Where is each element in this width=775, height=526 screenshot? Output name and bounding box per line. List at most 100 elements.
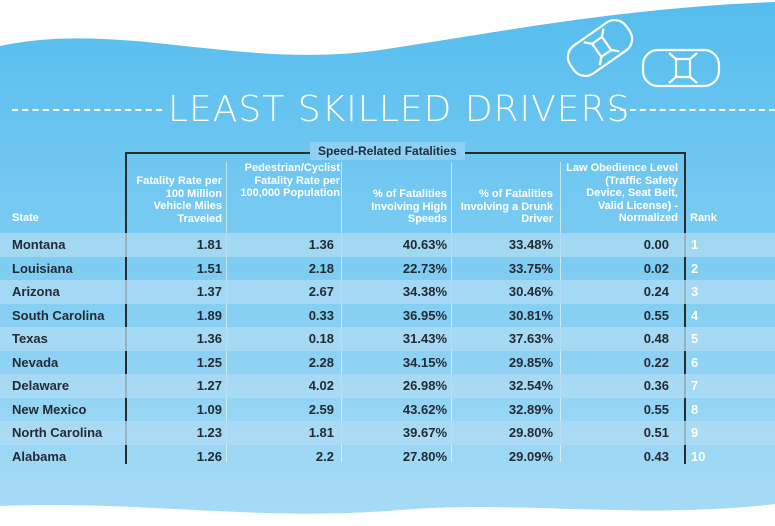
table-row: North Carolina 1.23 1.81 39.67% 29.80% 0… <box>0 421 775 445</box>
drunk-driver-cell: 29.85% <box>508 354 553 370</box>
high-speeds-cell: 36.95% <box>402 307 447 323</box>
header-state: State <box>12 212 39 224</box>
state-cell: Nevada <box>12 354 59 370</box>
drunk-driver-cell: 30.81% <box>508 307 553 323</box>
fatality-rate-cell: 1.27 <box>196 378 222 393</box>
pedestrian-rate-cell: 0.18 <box>308 331 334 346</box>
table-row: Louisiana 1.51 2.18 22.73% 33.75% 0.02 2 <box>0 257 775 281</box>
table-row: Nevada 1.25 2.28 34.15% 29.85% 0.22 6 <box>0 351 775 375</box>
high-speeds-cell: 40.63% <box>402 237 447 252</box>
law-obedience-cell: 0.36 <box>643 378 669 393</box>
fatality-rate-cell: 1.89 <box>196 307 222 323</box>
rank-cell: 4 <box>691 307 699 323</box>
pedestrian-rate-cell: 2.67 <box>308 284 334 299</box>
high-speeds-cell: 43.62% <box>402 401 447 417</box>
table-row: Alabama 1.26 2.2 27.80% 29.09% 0.43 10 <box>0 445 775 469</box>
column-divider <box>226 162 227 462</box>
pedestrian-rate-cell: 2.59 <box>308 401 334 417</box>
drunk-driver-cell: 29.80% <box>508 425 553 440</box>
law-obedience-cell: 0.22 <box>643 354 669 370</box>
pedestrian-rate-cell: 2.2 <box>315 448 334 464</box>
state-cell: Delaware <box>12 378 70 393</box>
high-speeds-cell: 34.15% <box>402 354 447 370</box>
pedestrian-rate-cell: 0.33 <box>308 307 334 323</box>
state-cell: Montana <box>12 237 66 252</box>
high-speeds-cell: 26.98% <box>402 378 447 393</box>
law-obedience-cell: 0.51 <box>643 425 669 440</box>
high-speeds-cell: 31.43% <box>402 331 447 346</box>
table-row: Texas 1.36 0.18 31.43% 37.63% 0.48 5 <box>0 327 775 351</box>
pedestrian-rate-cell: 4.02 <box>308 378 334 393</box>
rank-cell: 6 <box>691 354 699 370</box>
fatality-rate-cell: 1.25 <box>196 354 222 370</box>
table-row: Montana 1.81 1.36 40.63% 33.48% 0.00 1 <box>0 233 775 257</box>
state-cell: Louisiana <box>12 260 73 276</box>
fatality-rate-cell: 1.23 <box>196 425 222 440</box>
pedestrian-rate-cell: 1.81 <box>308 425 334 440</box>
header-high-speeds: % of Fatalities Involving High Speeds <box>371 188 447 225</box>
drunk-driver-cell: 33.48% <box>508 237 553 252</box>
column-divider <box>341 162 342 462</box>
rank-cell: 7 <box>691 378 699 393</box>
pedestrian-rate-cell: 2.18 <box>308 260 334 276</box>
pedestrian-rate-cell: 1.36 <box>308 237 334 252</box>
high-speeds-cell: 27.80% <box>402 448 447 464</box>
fatality-rate-cell: 1.36 <box>196 331 222 346</box>
fatality-rate-cell: 1.81 <box>196 237 222 252</box>
high-speeds-cell: 34.38% <box>402 284 447 299</box>
drunk-driver-cell: 33.75% <box>508 260 553 276</box>
rank-cell: 5 <box>691 331 699 346</box>
law-obedience-cell: 0.02 <box>643 260 669 276</box>
rank-cell: 8 <box>691 401 699 417</box>
table-row: South Carolina 1.89 0.33 36.95% 30.81% 0… <box>0 304 775 328</box>
state-cell: New Mexico <box>12 401 87 417</box>
drunk-driver-cell: 32.54% <box>508 378 553 393</box>
law-obedience-cell: 0.43 <box>643 448 669 464</box>
table-row: Delaware 1.27 4.02 26.98% 32.54% 0.36 7 <box>0 374 775 398</box>
rank-cell: 9 <box>691 425 699 440</box>
state-cell: Alabama <box>12 448 67 464</box>
drunk-driver-cell: 29.09% <box>508 448 553 464</box>
car-icon <box>641 48 721 88</box>
law-obedience-cell: 0.55 <box>643 307 669 323</box>
high-speeds-cell: 22.73% <box>402 260 447 276</box>
state-cell: North Carolina <box>12 425 103 440</box>
state-cell: Arizona <box>12 284 60 299</box>
column-divider <box>451 162 452 462</box>
car-icon <box>566 18 634 78</box>
rank-cell: 2 <box>691 260 699 276</box>
table-row: New Mexico 1.09 2.59 43.62% 32.89% 0.55 … <box>0 398 775 422</box>
fatality-rate-cell: 1.09 <box>196 401 222 417</box>
column-divider <box>560 162 561 462</box>
rank-cell: 10 <box>691 448 706 464</box>
title-dash-right <box>610 109 775 111</box>
header-law-obedience: Law Obedience Level (Traffic Safety Devi… <box>566 162 678 224</box>
rank-cell: 1 <box>691 237 699 252</box>
header-pedestrian-cyclist: Pedestrian/Cyclist Fatality Rate per 100… <box>240 162 340 199</box>
table-row: Arizona 1.37 2.67 34.38% 30.46% 0.24 3 <box>0 280 775 304</box>
law-obedience-cell: 0.24 <box>643 284 669 299</box>
high-speeds-cell: 39.67% <box>402 425 447 440</box>
drunk-driver-cell: 30.46% <box>508 284 553 299</box>
fatality-rate-cell: 1.26 <box>196 448 222 464</box>
page-title: LEAST SKILLED DRIVERS <box>168 89 631 130</box>
law-obedience-cell: 0.48 <box>643 331 669 346</box>
header-rank: Rank <box>690 212 717 224</box>
title-bar: LEAST SKILLED DRIVERS <box>0 86 775 134</box>
group-label: Speed-Related Fatalities <box>310 142 465 160</box>
state-cell: South Carolina <box>12 307 105 323</box>
pedestrian-rate-cell: 2.28 <box>308 354 334 370</box>
drunk-driver-cell: 32.89% <box>508 401 553 417</box>
title-dash-left <box>12 109 162 111</box>
law-obedience-cell: 0.00 <box>643 237 669 252</box>
fatality-rate-cell: 1.51 <box>196 260 222 276</box>
data-table: Montana 1.81 1.36 40.63% 33.48% 0.00 1 L… <box>0 233 775 468</box>
drunk-driver-cell: 37.63% <box>508 331 553 346</box>
state-cell: Texas <box>12 331 48 346</box>
header-fatality-rate: Fatality Rate per 100 Million Vehicle Mi… <box>136 175 222 225</box>
law-obedience-cell: 0.55 <box>643 401 669 417</box>
header-drunk-driver: % of Fatalities Involving a Drunk Driver <box>460 188 553 225</box>
fatality-rate-cell: 1.37 <box>196 284 222 299</box>
